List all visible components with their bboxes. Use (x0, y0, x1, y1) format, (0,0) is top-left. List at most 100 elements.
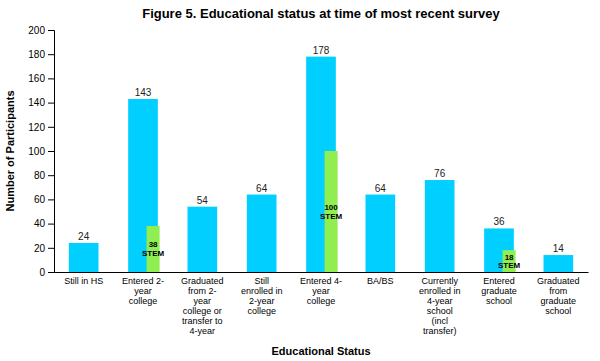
label-line: Entered 2- (122, 276, 164, 286)
y-tick-label: 120 (28, 122, 45, 133)
label-line: enrolled in (419, 286, 461, 296)
label-line: Entered (483, 276, 515, 286)
label-line: college (247, 306, 276, 316)
y-axis-line (48, 31, 55, 273)
y-tick-label: 180 (28, 49, 45, 60)
y-tick-mark (48, 30, 54, 31)
x-tick-label: Still in HS (64, 276, 103, 286)
bar (128, 99, 158, 272)
x-axis-title: Educational Status (271, 345, 370, 357)
y-tick: 160 (28, 73, 54, 84)
label-line: BA/BS (367, 276, 394, 286)
y-tick-label: 200 (28, 25, 45, 36)
label-line: year (194, 296, 212, 306)
label-line: Still (254, 276, 269, 286)
y-tick: 0 (39, 267, 54, 278)
y-tick-mark (48, 175, 54, 176)
label-line: graduate (541, 296, 577, 306)
y-tick-mark (48, 224, 54, 225)
label-line: year (312, 286, 330, 296)
chart: 2414354641786476361438STEM100STEM18STEMS… (0, 0, 600, 361)
y-axis-title: Number of Participants (4, 90, 16, 211)
y-tick-label: 20 (34, 243, 46, 254)
bar-series (147, 151, 516, 272)
label-line: 4-year (427, 296, 453, 306)
y-tick-label: 160 (28, 73, 45, 84)
bar (247, 195, 277, 272)
value-label: 178 (313, 45, 330, 56)
x-tick-label: Enteredgraduateschool (481, 276, 517, 306)
label-line: Still in HS (64, 276, 103, 286)
bar (69, 243, 99, 272)
y-tick: 180 (28, 49, 54, 60)
label-line: 18 (505, 253, 514, 262)
label-line: STEM (320, 212, 343, 221)
label-line: year (134, 286, 152, 296)
label-line: college (307, 296, 336, 306)
x-tick: Still in HS (64, 276, 103, 286)
value-label: 14 (553, 243, 565, 254)
value-label: 36 (493, 216, 505, 227)
value-label: 64 (375, 183, 387, 194)
label-line: (incl (431, 316, 448, 326)
x-tick-label: BA/BS (367, 276, 394, 286)
value-label: 54 (197, 195, 209, 206)
x-axis: Still in HSEntered 2-yearcollegeGraduate… (55, 273, 589, 336)
x-tick: Stillenrolled in2-yearcollege (241, 276, 283, 316)
title: Figure 5. Educational status at time of … (142, 6, 500, 21)
label-line: school (427, 306, 453, 316)
label-line: 4-year (190, 326, 216, 336)
stem-label: 18STEM (498, 253, 521, 271)
y-tick-label: 0 (39, 267, 45, 278)
label-line: college or (183, 306, 222, 316)
label-line: STEM (498, 261, 521, 270)
x-tick: Graduatedfromgraduateschool (537, 276, 580, 316)
label-line: Currently (421, 276, 458, 286)
value-label: 76 (434, 168, 446, 179)
y-tick-label: 100 (28, 146, 45, 157)
y-tick-label: 40 (34, 218, 46, 229)
bar (188, 207, 218, 272)
y-tick-mark (48, 151, 54, 152)
label-line: school (486, 296, 512, 306)
bar (544, 255, 574, 272)
y-tick: 60 (34, 194, 54, 205)
label-line: 38 (149, 240, 158, 249)
plot-area (69, 57, 573, 272)
y-tick: 80 (34, 170, 54, 181)
y-tick: 140 (28, 97, 54, 108)
label-line: school (545, 306, 571, 316)
y-tick-mark (48, 78, 54, 79)
x-tick: Entered 2-yearcollege (122, 276, 164, 306)
label-line: college (129, 296, 158, 306)
x-tick: Currentlyenrolled in4-yearschool(incltra… (419, 276, 461, 336)
y-tick-label: 80 (34, 170, 46, 181)
y-tick-mark (48, 248, 54, 249)
bar-series (69, 57, 573, 272)
label-line: 2-year (249, 296, 275, 306)
value-label: 143 (135, 87, 152, 98)
label-line: Graduated (181, 276, 224, 286)
label-line: transfer) (423, 326, 457, 336)
stem-label: 100STEM (320, 203, 343, 221)
label-line: Graduated (537, 276, 580, 286)
y-tick-mark (48, 127, 54, 128)
y-tick: 100 (28, 146, 54, 157)
label-line: enrolled in (241, 286, 283, 296)
value-label: 64 (256, 183, 268, 194)
y-tick-mark (48, 199, 54, 200)
x-tick-label: Graduatedfrom 2-yearcollege ortransfer t… (181, 276, 224, 336)
y-tick-mark (48, 103, 54, 104)
data-labels: 2414354641786476361438STEM100STEM18STEM (78, 45, 564, 271)
x-tick: Enteredgraduateschool (481, 276, 517, 306)
bar (366, 195, 396, 272)
label-line: from 2- (188, 286, 217, 296)
x-tick-label: Stillenrolled in2-yearcollege (241, 276, 283, 316)
label-line: from (549, 286, 567, 296)
x-tick: Entered 4-yearcollege (300, 276, 342, 306)
label-line: 100 (324, 203, 338, 212)
label-line: graduate (481, 286, 517, 296)
label-line: Entered 4- (300, 276, 342, 286)
value-label: 24 (78, 231, 90, 242)
x-tick-label: Entered 4-yearcollege (300, 276, 342, 306)
